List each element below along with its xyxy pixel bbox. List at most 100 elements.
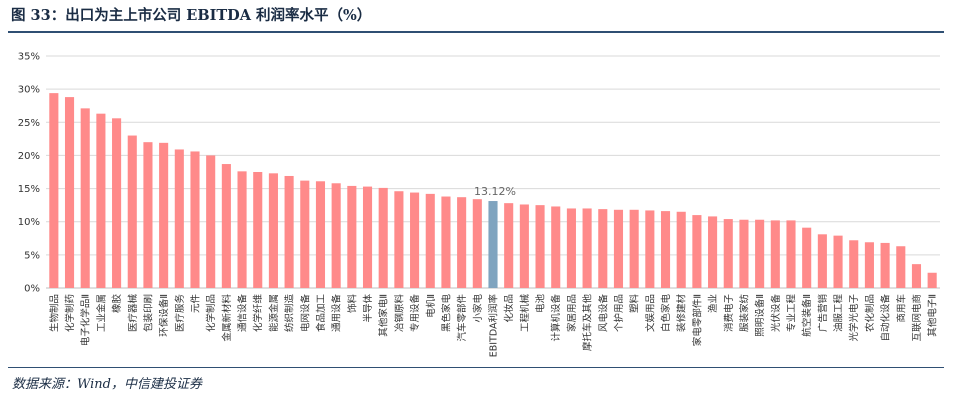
bar (927, 272, 937, 288)
figure-title: 图 33：出口为主上市公司 EBITDA 利润率水平（%） (11, 7, 372, 24)
bar (519, 204, 529, 288)
x-tick-label: 纺织制造 (284, 294, 296, 333)
bar (112, 118, 122, 289)
bar (64, 97, 75, 289)
x-tick-label: 橡胶 (111, 294, 123, 314)
bar (300, 180, 310, 288)
x-tick-label: 汽车零部件 (456, 294, 468, 342)
x-tick-label: 专用设备 (409, 294, 421, 333)
source-note: 数据来源：Wind，中信建投证券 (12, 377, 202, 392)
bar (143, 142, 153, 288)
x-tick-label: 电机Ⅱ (425, 294, 437, 318)
x-tick-label: 消费电子 (723, 294, 735, 333)
bar (504, 203, 514, 288)
bar (331, 183, 341, 288)
y-tick-label: 20% (18, 151, 40, 162)
bar (817, 234, 827, 288)
y-axis-ticks: 0% 5% 10% 15% 20% 25% 30% 35% (18, 52, 40, 295)
y-tick-label: 15% (18, 184, 40, 195)
bar (582, 208, 592, 288)
x-tick-label: 其他家电Ⅱ (378, 294, 390, 337)
bars (49, 93, 937, 289)
x-tick-label: 工程机械 (519, 294, 531, 333)
x-tick-label: 计算机设备 (550, 294, 562, 342)
bar (221, 164, 231, 288)
x-tick-label: EBITDA利润率 (488, 294, 500, 358)
y-tick-label: 25% (18, 118, 40, 129)
x-tick-label: 专业工程 (786, 294, 798, 333)
x-tick-label: 油服工程 (833, 294, 845, 333)
x-tick-label: 光学光电子 (848, 294, 860, 342)
bar (629, 209, 639, 288)
x-tick-label: 电网设备 (299, 294, 311, 333)
annotations: 13.12% (474, 185, 516, 198)
bar (551, 206, 561, 288)
x-tick-label: 商用车 (895, 294, 907, 323)
x-tick-label: 环保设备Ⅱ (158, 294, 170, 337)
bar (206, 155, 216, 288)
x-tick-label: 自动化设备 (880, 294, 892, 342)
y-tick-label: 5% (24, 250, 40, 261)
x-tick-label: 家居用品 (566, 294, 578, 332)
bar (911, 264, 922, 288)
y-tick-label: 0% (24, 284, 40, 295)
x-tick-label: 塑料 (629, 294, 641, 314)
x-tick-label: 电池 (535, 294, 547, 314)
x-tick-label: 饰料 (346, 294, 358, 314)
x-axis-labels: 生物制品 化学制药 电子化学品Ⅱ 工业金属 橡胶 医疗器械 包装印刷 环保设备Ⅱ 医疗服务 元件化… (48, 294, 938, 358)
x-tick-label: 个护用品 (613, 294, 625, 332)
bar (802, 227, 812, 288)
x-tick-label: 化学制品 (205, 294, 217, 332)
x-tick-label: 冶钢原料 (393, 294, 405, 333)
bar (786, 220, 796, 288)
bar (613, 209, 624, 288)
bar (441, 196, 451, 288)
x-tick-label: 光伏设备 (770, 294, 782, 333)
x-tick-label: 工业金属 (95, 294, 107, 332)
bar (566, 208, 576, 288)
y-tick-label: 10% (18, 217, 40, 228)
bar (49, 93, 59, 289)
bar (864, 242, 874, 288)
bar (660, 211, 671, 288)
bar (770, 220, 780, 288)
bar (755, 219, 765, 288)
x-tick-label: 广告营销 (817, 294, 829, 333)
bar (159, 142, 169, 288)
source-divider (8, 367, 944, 368)
bar (598, 209, 608, 288)
bar (174, 149, 184, 288)
bar (676, 211, 686, 288)
x-tick-label: 通信设备 (237, 294, 249, 333)
bar (723, 219, 733, 288)
x-tick-label: 服装家纺 (738, 294, 750, 333)
x-tick-label: 半导体 (362, 294, 374, 323)
bar-chart: 0% 5% 10% 15% 20% 25% 30% 35% 生物制品 化学制药 电子化学品Ⅱ 工业金… (18, 52, 940, 358)
bar (362, 186, 373, 288)
x-tick-label: 能源金属 (268, 294, 280, 332)
x-tick-label: 家电零部件Ⅱ (691, 294, 703, 346)
x-tick-label: 黑色家电 (440, 294, 452, 333)
x-tick-label: 通用设备 (331, 294, 343, 333)
bar (268, 173, 278, 288)
x-tick-label: 农化制品 (864, 294, 876, 332)
x-tick-label: 生物制品 (48, 294, 60, 332)
x-tick-label: 渔业 (708, 294, 719, 313)
x-tick-label: 食品加工 (315, 294, 327, 333)
bar (645, 210, 655, 288)
highlight-value-label: 13.12% (474, 185, 516, 198)
bar (833, 235, 843, 288)
x-tick-label: 医疗器械 (127, 294, 139, 333)
bar (457, 197, 467, 288)
x-tick-label: 小家电 (472, 294, 484, 323)
x-tick-label: 航空装备Ⅱ (801, 294, 813, 337)
bar (347, 185, 357, 288)
x-tick-label: 装修建材 (676, 294, 688, 333)
x-tick-label: 金属新材料 (221, 294, 233, 342)
bar (849, 240, 859, 288)
bar (190, 151, 200, 288)
bar (80, 108, 90, 288)
x-tick-label: 互联网电商 (911, 294, 923, 342)
x-tick-label: 文娱用品 (644, 294, 656, 332)
bar (880, 242, 890, 288)
